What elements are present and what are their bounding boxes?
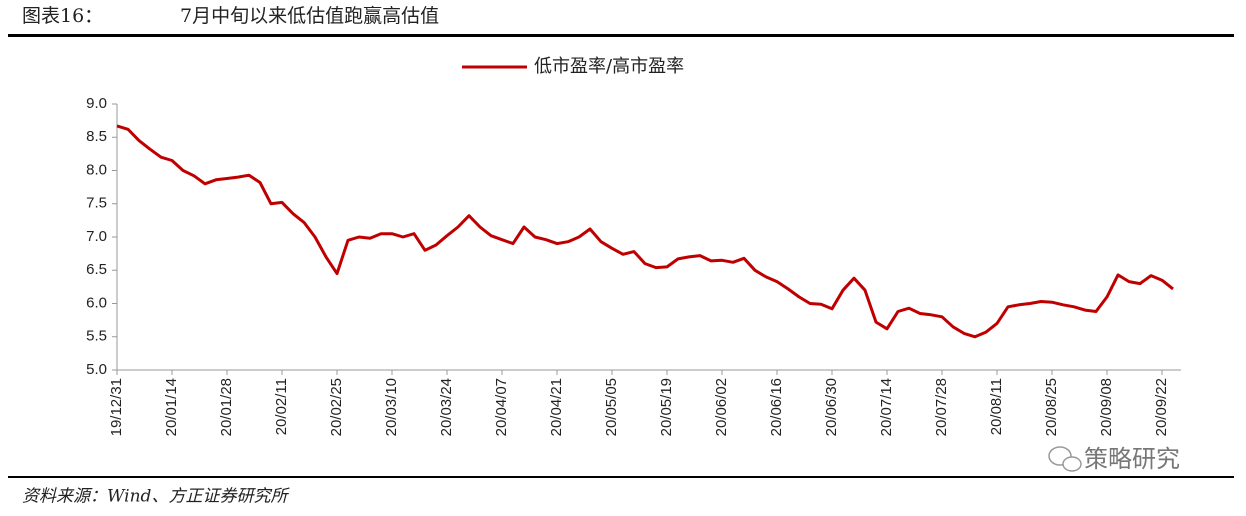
y-tick-label: 7.5 [86, 195, 107, 212]
y-tick-label: 6.0 [86, 294, 107, 311]
x-tick-label: 20/06/30 [823, 378, 840, 436]
x-tick-label: 20/05/19 [658, 378, 675, 436]
x-tick-label: 20/07/14 [878, 378, 895, 436]
x-tick-label: 20/02/11 [273, 378, 290, 435]
y-tick-label: 5.0 [86, 361, 107, 378]
watermark: 策略研究 [1048, 445, 1180, 473]
x-tick-label: 20/01/28 [218, 378, 235, 436]
y-tick-label: 6.5 [86, 261, 107, 278]
bottom-rule [8, 476, 1234, 478]
x-tick-label: 20/06/16 [768, 378, 785, 436]
x-tick-label: 20/04/21 [548, 378, 565, 436]
top-rule [8, 34, 1234, 37]
x-tick-label: 20/08/25 [1043, 378, 1060, 436]
x-tick-label: 20/02/25 [328, 378, 345, 436]
x-tick-label: 20/01/14 [163, 378, 180, 436]
figure-label: 图表16： [22, 5, 103, 27]
x-tick-label: 20/09/22 [1153, 378, 1170, 436]
x-tick-label: 20/08/11 [988, 378, 1005, 435]
y-tick-label: 9.0 [86, 95, 107, 112]
y-tick-label: 5.5 [86, 328, 107, 345]
x-tick-label: 20/04/07 [493, 378, 510, 436]
watermark-text: 策略研究 [1084, 445, 1180, 473]
x-tick-label: 20/07/28 [933, 378, 950, 436]
watermark-icon [1048, 446, 1072, 466]
x-tick-label: 20/09/08 [1098, 378, 1115, 436]
y-tick-label: 7.0 [86, 228, 107, 245]
x-tick-label: 20/06/02 [713, 378, 730, 436]
y-tick-label: 8.0 [86, 161, 107, 178]
x-tick-label: 20/03/10 [383, 378, 400, 436]
series-line [116, 124, 1174, 339]
watermark-icon [1062, 456, 1082, 472]
x-tick-label: 20/03/24 [438, 378, 455, 436]
chart-title: 7月中旬以来低估值跑赢高估值 [180, 5, 439, 27]
source-note: 资料来源：Wind、方正证券研究所 [22, 487, 290, 507]
x-tick-label: 19/12/31 [108, 378, 125, 436]
y-tick-label: 8.5 [86, 128, 107, 145]
legend-label: 低市盈率/高市盈率 [534, 56, 684, 77]
x-tick-label: 20/05/05 [603, 378, 620, 436]
